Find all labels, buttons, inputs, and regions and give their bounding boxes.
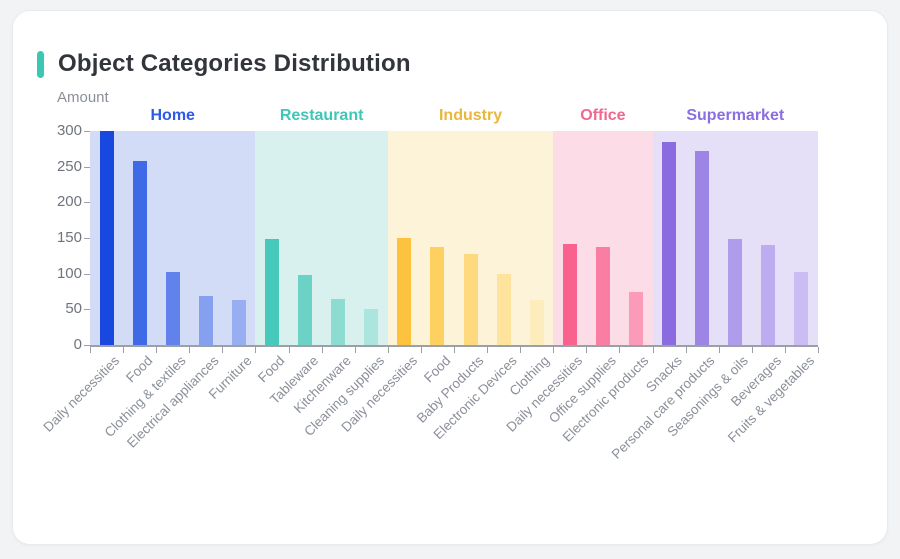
y-tick-label: 250	[56, 157, 82, 175]
y-tick-mark	[84, 238, 90, 239]
x-tick-mark	[751, 347, 753, 353]
x-tick-mark	[553, 347, 555, 353]
bar-kitchenware[interactable]	[331, 298, 346, 345]
y-tick-mark	[84, 131, 90, 132]
y-axis-label: Amount	[57, 89, 109, 106]
group-label-supermarket: Supermarket	[686, 107, 785, 124]
y-tick-mark	[84, 202, 90, 204]
y-tick-label: 150	[56, 229, 82, 246]
group-label-industry: Industry	[438, 107, 503, 124]
x-tick-mark	[586, 347, 588, 353]
y-tick-mark	[84, 309, 90, 311]
x-tick-mark	[784, 347, 786, 353]
x-tick-mark	[454, 347, 455, 353]
x-tick-mark	[123, 347, 125, 353]
x-tick-mark	[288, 347, 290, 353]
bar-daily-necessities[interactable]	[99, 131, 114, 345]
bar-food[interactable]	[132, 160, 147, 345]
x-tick-mark	[387, 347, 389, 353]
bar-fruits-vegetables[interactable]	[794, 272, 809, 345]
y-tick-mark	[84, 345, 90, 346]
x-tick-mark	[354, 347, 356, 353]
bar-baby-products[interactable]	[463, 254, 478, 345]
x-tick-mark	[321, 347, 323, 353]
bar-snacks[interactable]	[662, 141, 677, 345]
bar-food[interactable]	[430, 246, 445, 345]
x-tick-mark	[718, 347, 720, 353]
title-accent-bar	[37, 50, 44, 78]
x-tick-mark	[420, 347, 422, 353]
y-tick-label: 200	[56, 193, 82, 211]
bar-electrical-appliances[interactable]	[198, 296, 213, 345]
bar-clothing[interactable]	[529, 300, 544, 345]
x-tick-mark	[520, 347, 522, 353]
group-label-restaurant: Restaurant	[279, 107, 364, 124]
chart-header: Object Categories Distribution	[37, 50, 411, 78]
y-tick-label: 0	[73, 336, 82, 353]
bar-office-supplies[interactable]	[595, 246, 610, 345]
x-tick-mark	[156, 347, 158, 353]
x-tick-mark	[685, 347, 687, 353]
x-tick-mark	[818, 347, 819, 353]
y-tick-label: 100	[56, 264, 82, 282]
bar-tableware[interactable]	[298, 275, 313, 345]
group-label-home: Home	[150, 107, 195, 124]
x-tick-mark	[487, 347, 489, 353]
bar-daily-necessities[interactable]	[562, 243, 577, 345]
bar-daily-necessities[interactable]	[397, 238, 412, 345]
bar-clothing-textiles[interactable]	[165, 272, 180, 345]
x-tick-mark	[189, 347, 191, 353]
y-tick-label: 50	[65, 300, 82, 318]
y-tick-mark	[84, 273, 90, 275]
bar-seasonings-oils[interactable]	[728, 239, 743, 345]
bar-personal-care-products[interactable]	[695, 150, 710, 345]
x-axis-line	[90, 345, 818, 347]
x-tick-mark	[619, 347, 621, 353]
bar-cleaning-supplies[interactable]	[364, 309, 379, 345]
bar-electronic-devices[interactable]	[496, 273, 511, 345]
bar-beverages[interactable]	[761, 245, 776, 345]
y-tick-label: 300	[56, 122, 82, 139]
x-tick-mark	[90, 347, 91, 353]
group-label-office: Office	[580, 107, 626, 124]
x-tick-mark	[652, 347, 654, 353]
y-tick-mark	[84, 166, 90, 168]
x-tick-mark	[255, 347, 257, 353]
page-title: Object Categories Distribution	[58, 50, 411, 77]
x-tick-mark	[222, 347, 224, 353]
bar-food[interactable]	[265, 239, 279, 345]
bar-electronic-products[interactable]	[629, 291, 643, 345]
bar-furniture[interactable]	[231, 300, 246, 345]
